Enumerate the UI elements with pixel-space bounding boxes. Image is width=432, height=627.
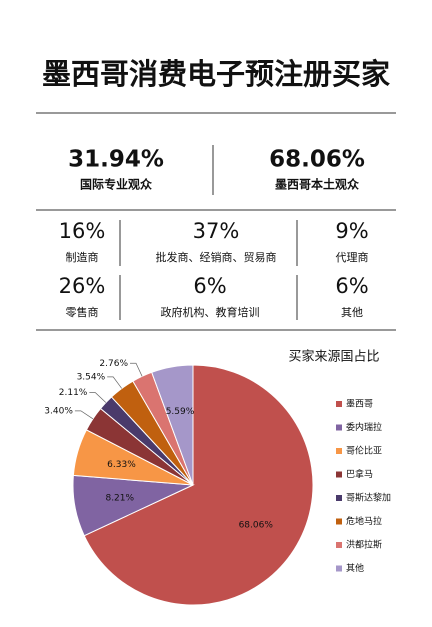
leader-line: [107, 376, 123, 389]
pie-slice: [151, 364, 194, 486]
stat-label: 国际专业观众: [80, 177, 153, 192]
value-label: 3.40%: [44, 406, 73, 416]
legend-label: 其他: [346, 562, 364, 574]
legend-label: 洪都拉斯: [346, 539, 382, 551]
value-label: 6.33%: [107, 460, 136, 470]
leader-line: [74, 410, 94, 420]
legend-swatch: [336, 495, 342, 501]
stat-value: 68.06%: [269, 147, 365, 173]
stat-value: 6%: [193, 274, 226, 298]
stat-label: 批发商、经销商、贸易商: [156, 250, 277, 264]
value-label: 8.21%: [105, 494, 134, 504]
legend-label: 墨西哥: [346, 399, 373, 410]
chart-title: 买家来源国占比: [288, 349, 379, 365]
legend-swatch: [336, 518, 342, 525]
title: 墨西哥消费电子预注册买家: [42, 57, 390, 91]
stat-value: 16%: [59, 219, 106, 243]
stat-label: 政府机构、教育培训: [161, 305, 260, 319]
legend-label: 哥伦比亚: [346, 445, 382, 457]
legend-swatch: [336, 565, 342, 572]
stat-label: 其他: [341, 306, 363, 319]
leader-line: [130, 362, 143, 377]
stat-value: 37%: [193, 219, 240, 243]
stat-label: 墨西哥本土观众: [275, 177, 360, 192]
stat-value: 6%: [335, 274, 368, 298]
legend-swatch: [336, 424, 342, 431]
legend-swatch: [336, 542, 342, 548]
value-label: 5.59%: [166, 407, 195, 417]
legend-swatch: [336, 401, 342, 407]
stat-value: 26%: [59, 274, 106, 298]
value-label: 2.11%: [59, 388, 88, 398]
stat-label: 制造商: [66, 250, 99, 264]
legend-swatch: [336, 448, 342, 454]
value-label: 68.06%: [239, 520, 274, 530]
leader-line: [89, 392, 107, 403]
stat-value: 31.94%: [68, 147, 164, 173]
legend-label: 委内瑞拉: [346, 421, 382, 433]
legend-label: 危地马拉: [346, 515, 382, 527]
value-label: 3.54%: [77, 372, 106, 382]
legend-label: 哥斯达黎加: [346, 492, 391, 504]
stat-label: 零售商: [66, 305, 99, 319]
legend-swatch: [336, 471, 342, 478]
stat-label: 代理商: [336, 250, 369, 264]
legend-label: 巴拿马: [346, 468, 373, 480]
value-label: 2.76%: [99, 359, 128, 369]
pie-slice: [83, 364, 314, 606]
stat-value: 9%: [335, 219, 368, 243]
